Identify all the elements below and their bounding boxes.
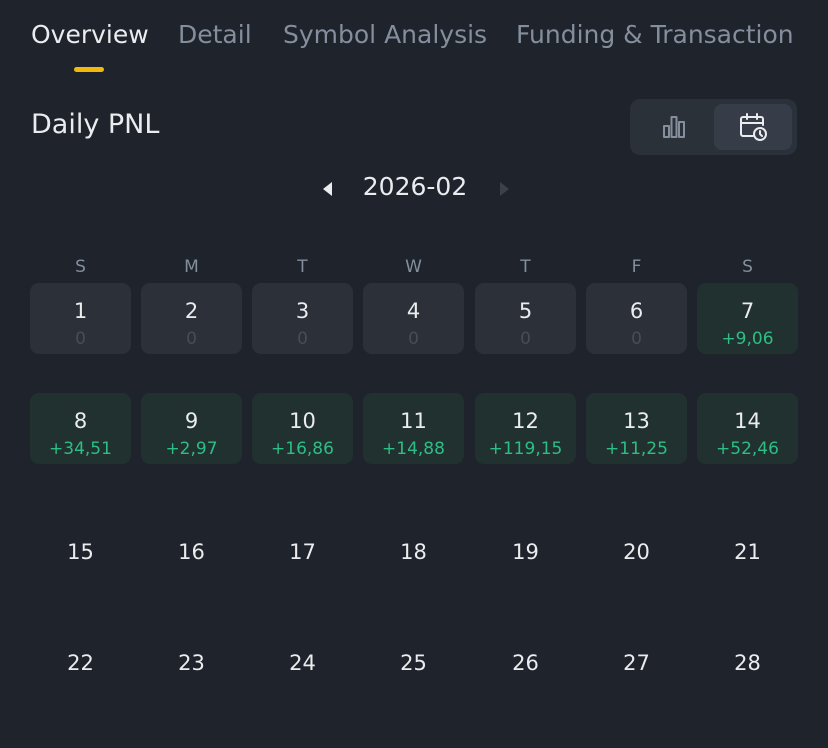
calendar-day-cell[interactable]: 25 bbox=[363, 638, 464, 709]
day-number: 16 bbox=[178, 540, 205, 564]
day-pnl-value: +34,51 bbox=[49, 439, 112, 459]
previous-month-button[interactable] bbox=[318, 178, 338, 200]
caret-left-icon bbox=[323, 182, 332, 196]
day-number: 15 bbox=[67, 540, 94, 564]
calendar-day-cell[interactable]: 16 bbox=[141, 527, 242, 598]
day-number: 4 bbox=[406, 299, 421, 323]
weekday-label: T bbox=[297, 257, 308, 277]
day-pnl-value: +119,15 bbox=[488, 439, 563, 459]
day-pnl-value: +9,06 bbox=[721, 329, 774, 349]
calendar-day-cell[interactable]: 18 bbox=[363, 527, 464, 598]
weekday-label: T bbox=[520, 257, 531, 277]
calendar-day-cell[interactable]: 22 bbox=[30, 638, 131, 709]
calendar-day-cell[interactable]: 10 +16,86 bbox=[252, 393, 353, 464]
day-pnl-value: +14,88 bbox=[382, 439, 445, 459]
day-pnl-value: 0 bbox=[297, 329, 308, 349]
day-number: 28 bbox=[734, 651, 761, 675]
day-pnl-value: 0 bbox=[520, 329, 531, 349]
next-month-button[interactable] bbox=[494, 178, 514, 200]
day-pnl-value: 0 bbox=[75, 329, 86, 349]
day-number: 9 bbox=[184, 409, 199, 433]
calendar-day-cell[interactable]: 12 +119,15 bbox=[475, 393, 576, 464]
day-number: 8 bbox=[73, 409, 88, 433]
day-number: 25 bbox=[400, 651, 427, 675]
day-number: 13 bbox=[623, 409, 650, 433]
day-number: 12 bbox=[512, 409, 539, 433]
calendar-day-cell[interactable]: 26 bbox=[475, 638, 576, 709]
day-number: 21 bbox=[734, 540, 761, 564]
day-number: 1 bbox=[73, 299, 88, 323]
day-pnl-value: +11,25 bbox=[605, 439, 668, 459]
day-number: 20 bbox=[623, 540, 650, 564]
day-pnl-value: 0 bbox=[408, 329, 419, 349]
day-pnl-value: +2,97 bbox=[165, 439, 218, 459]
calendar-day-cell[interactable]: 21 bbox=[697, 527, 798, 598]
weekday-label: W bbox=[405, 257, 422, 277]
tab-detail[interactable]: Detail bbox=[178, 20, 252, 49]
day-number: 26 bbox=[512, 651, 539, 675]
weekday-label: S bbox=[742, 257, 753, 277]
day-pnl-value: 0 bbox=[631, 329, 642, 349]
day-number: 5 bbox=[518, 299, 533, 323]
calendar-day-cell[interactable]: 15 bbox=[30, 527, 131, 598]
day-number: 2 bbox=[184, 299, 199, 323]
weekday-label: F bbox=[631, 257, 642, 277]
calendar-day-cell[interactable]: 27 bbox=[586, 638, 687, 709]
calendar-day-cell[interactable]: 17 bbox=[252, 527, 353, 598]
view-toggle bbox=[630, 99, 797, 155]
calendar-day-cell[interactable]: 11 +14,88 bbox=[363, 393, 464, 464]
bar-chart-view-button[interactable] bbox=[635, 104, 713, 150]
tab-bar: Overview Detail Symbol Analysis Funding … bbox=[0, 0, 828, 80]
calendar-clock-icon bbox=[740, 113, 767, 141]
calendar-view-button[interactable] bbox=[714, 104, 792, 150]
calendar-day-cell[interactable]: 7 +9,06 bbox=[697, 283, 798, 354]
section-title: Daily PNL bbox=[31, 109, 160, 140]
caret-right-icon bbox=[500, 182, 509, 196]
day-number: 22 bbox=[67, 651, 94, 675]
calendar-day-cell[interactable]: 8 +34,51 bbox=[30, 393, 131, 464]
weekday-label: S bbox=[75, 257, 86, 277]
day-number: 10 bbox=[289, 409, 316, 433]
day-number: 27 bbox=[623, 651, 650, 675]
active-tab-indicator bbox=[74, 67, 104, 72]
bar-chart-icon bbox=[663, 116, 685, 138]
weekday-label: M bbox=[184, 257, 199, 277]
day-pnl-value: +52,46 bbox=[716, 439, 779, 459]
calendar-day-cell[interactable]: 14 +52,46 bbox=[697, 393, 798, 464]
day-number: 3 bbox=[295, 299, 310, 323]
day-number: 7 bbox=[740, 299, 755, 323]
day-number: 17 bbox=[289, 540, 316, 564]
calendar-day-cell[interactable]: 13 +11,25 bbox=[586, 393, 687, 464]
tab-overview[interactable]: Overview bbox=[31, 20, 149, 49]
day-number: 24 bbox=[289, 651, 316, 675]
calendar-day-cell[interactable]: 28 bbox=[697, 638, 798, 709]
day-number: 18 bbox=[400, 540, 427, 564]
day-number: 23 bbox=[178, 651, 205, 675]
day-number: 14 bbox=[734, 409, 761, 433]
calendar-day-cell[interactable]: 19 bbox=[475, 527, 576, 598]
tab-funding-transaction[interactable]: Funding & Transaction bbox=[516, 20, 794, 49]
day-number: 6 bbox=[629, 299, 644, 323]
calendar-day-cell[interactable]: 20 bbox=[586, 527, 687, 598]
calendar-day-cell[interactable]: 24 bbox=[252, 638, 353, 709]
day-number: 19 bbox=[512, 540, 539, 564]
day-pnl-value: +16,86 bbox=[271, 439, 334, 459]
month-label: 2026-02 bbox=[362, 172, 468, 201]
calendar-day-cell[interactable]: 23 bbox=[141, 638, 242, 709]
day-number: 11 bbox=[400, 409, 427, 433]
tab-symbol-analysis[interactable]: Symbol Analysis bbox=[283, 20, 488, 49]
day-pnl-value: 0 bbox=[186, 329, 197, 349]
calendar-day-cell[interactable]: 9 +2,97 bbox=[141, 393, 242, 464]
